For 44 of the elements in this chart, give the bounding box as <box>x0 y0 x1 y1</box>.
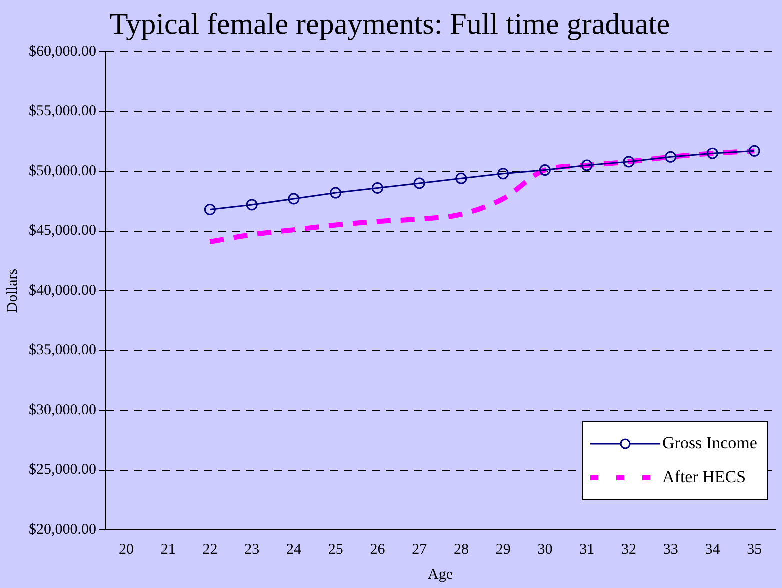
point <box>456 172 468 184</box>
x-tick-label: 30 <box>538 542 553 558</box>
point <box>539 164 551 176</box>
y-tick-label: $25,000.00 <box>29 462 96 478</box>
y-tick-label: $60,000.00 <box>29 44 96 60</box>
legend-label: After HECS <box>662 467 746 486</box>
x-tick-label: 33 <box>663 542 678 558</box>
point <box>665 151 677 163</box>
y-tick-label: $20,000.00 <box>29 522 96 538</box>
y-tick-label: $50,000.00 <box>29 163 96 180</box>
point <box>748 145 760 157</box>
x-tick-label: 27 <box>412 542 428 558</box>
x-tick-label: 25 <box>328 542 344 558</box>
y-tick-label: $40,000.00 <box>29 282 96 299</box>
x-tick-label: 31 <box>580 542 595 558</box>
x-tick-label: 26 <box>370 542 386 558</box>
x-tick-label: 29 <box>496 542 511 558</box>
y-tick-label: $30,000.00 <box>29 402 96 418</box>
x-tick-label: 23 <box>244 542 260 558</box>
point <box>581 160 593 172</box>
y-tick-label: $55,000.00 <box>29 104 96 120</box>
x-tick-label: 22 <box>202 542 218 558</box>
x-tick-label: 35 <box>747 542 762 558</box>
x-tick-label: 32 <box>621 542 636 558</box>
chart-title: Typical female repayments: Full time graduate <box>110 8 670 41</box>
point <box>288 193 300 205</box>
x-axis-title: Age <box>428 566 454 583</box>
point <box>372 182 384 194</box>
x-tick-label: 28 <box>454 542 469 558</box>
point <box>330 187 342 199</box>
y-axis-title: Dollars <box>4 268 21 314</box>
point <box>414 178 426 190</box>
y-tick-label: $45,000.00 <box>29 223 96 240</box>
y-tick-label: $35,000.00 <box>29 342 96 359</box>
x-tick-label: 24 <box>286 542 302 558</box>
point <box>246 199 258 211</box>
point <box>623 156 635 168</box>
x-tick-label: 20 <box>118 542 134 558</box>
x-tick-label: 21 <box>160 542 176 558</box>
point <box>706 148 718 160</box>
legend-label: Gross Income <box>662 433 758 452</box>
point <box>498 168 510 180</box>
x-tick-label: 34 <box>705 542 721 558</box>
point <box>204 204 216 216</box>
